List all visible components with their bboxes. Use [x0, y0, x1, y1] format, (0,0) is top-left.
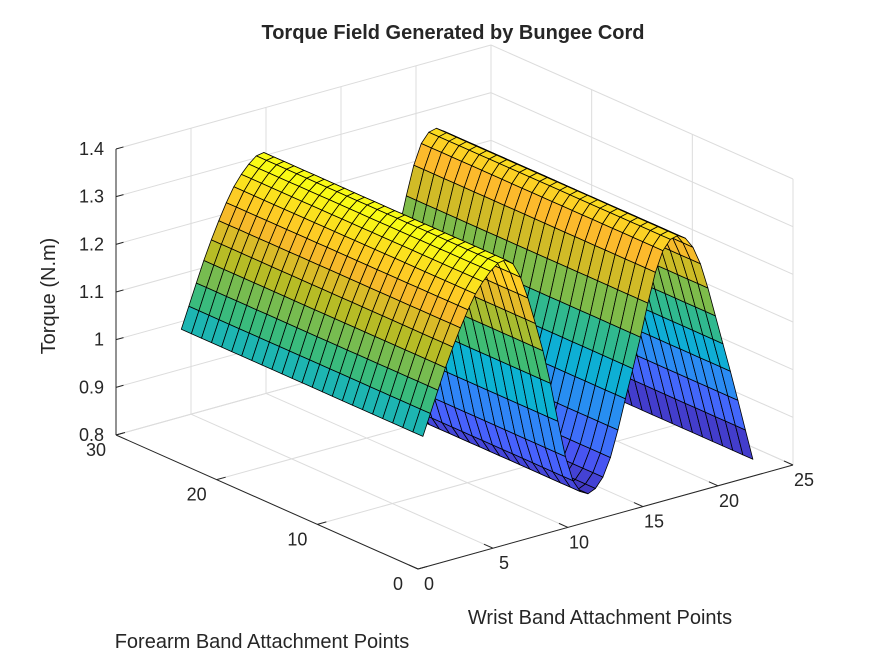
grid-line-z-side [490, 92, 794, 228]
y-tick-mark [317, 521, 327, 525]
x-tick-label: 25 [794, 470, 814, 490]
y-tick-label: 0 [393, 574, 403, 594]
y-tick-label: 20 [187, 485, 207, 505]
x-tick-mark [558, 522, 569, 528]
grid-line-z-side [490, 44, 794, 180]
x-tick-mark [783, 460, 794, 466]
y-tick-label: 10 [287, 529, 307, 549]
grid-line-x-floor [190, 413, 494, 549]
surface [180, 127, 754, 495]
z-tick-mark [115, 289, 124, 293]
z-tick-label: 0.8 [79, 425, 104, 445]
z-tick-mark [115, 146, 124, 150]
x-tick-mark [633, 502, 644, 508]
grid-line-z-back [115, 92, 492, 198]
x-tick-label: 0 [424, 574, 434, 594]
z-tick-label: 1.3 [79, 187, 104, 207]
z-tick-mark [115, 432, 124, 436]
grid-line-z-back [115, 44, 492, 150]
grid-line-x-floor [265, 392, 569, 528]
z-tick-label: 1.1 [79, 282, 104, 302]
x-axis-label: Wrist Band Attachment Points [468, 607, 732, 629]
grid-line-z-side [490, 139, 794, 275]
x-tick-mark [483, 543, 494, 549]
axes: 0 5 10 15 20 25 0 10 20 300.8 0.9 1 1.1 1.2 1.3 1.4 [79, 139, 814, 594]
x-tick-label: 15 [644, 512, 664, 532]
x-tick-label: 10 [569, 532, 589, 552]
y-tick-label: 30 [86, 440, 106, 460]
z-tick-label: 1 [94, 330, 104, 350]
y-tick-mark [216, 476, 226, 481]
x-tick-label: 20 [719, 491, 739, 511]
z-tick-mark [115, 337, 124, 341]
y-axis-line [115, 434, 419, 570]
grid-line-y-floor [317, 419, 693, 525]
x-axis-line [417, 464, 794, 570]
x-tick-label: 5 [499, 553, 509, 573]
z-tick-label: 1.4 [79, 139, 104, 159]
z-tick-label: 1.2 [79, 234, 104, 254]
z-axis-label: Torque (N.m) [38, 238, 60, 355]
y-axis-label: Forearm Band Attachment Points [115, 631, 410, 653]
z-tick-label: 0.9 [79, 377, 104, 397]
z-tick-mark [115, 194, 124, 198]
x-tick-mark [408, 564, 419, 570]
z-tick-mark [115, 384, 124, 388]
z-tick-mark [115, 241, 124, 245]
surface-patch [412, 408, 431, 437]
chart-title: Torque Field Generated by Bungee Cord [261, 22, 644, 44]
y-tick-mark [417, 566, 428, 570]
x-tick-mark [708, 481, 719, 487]
